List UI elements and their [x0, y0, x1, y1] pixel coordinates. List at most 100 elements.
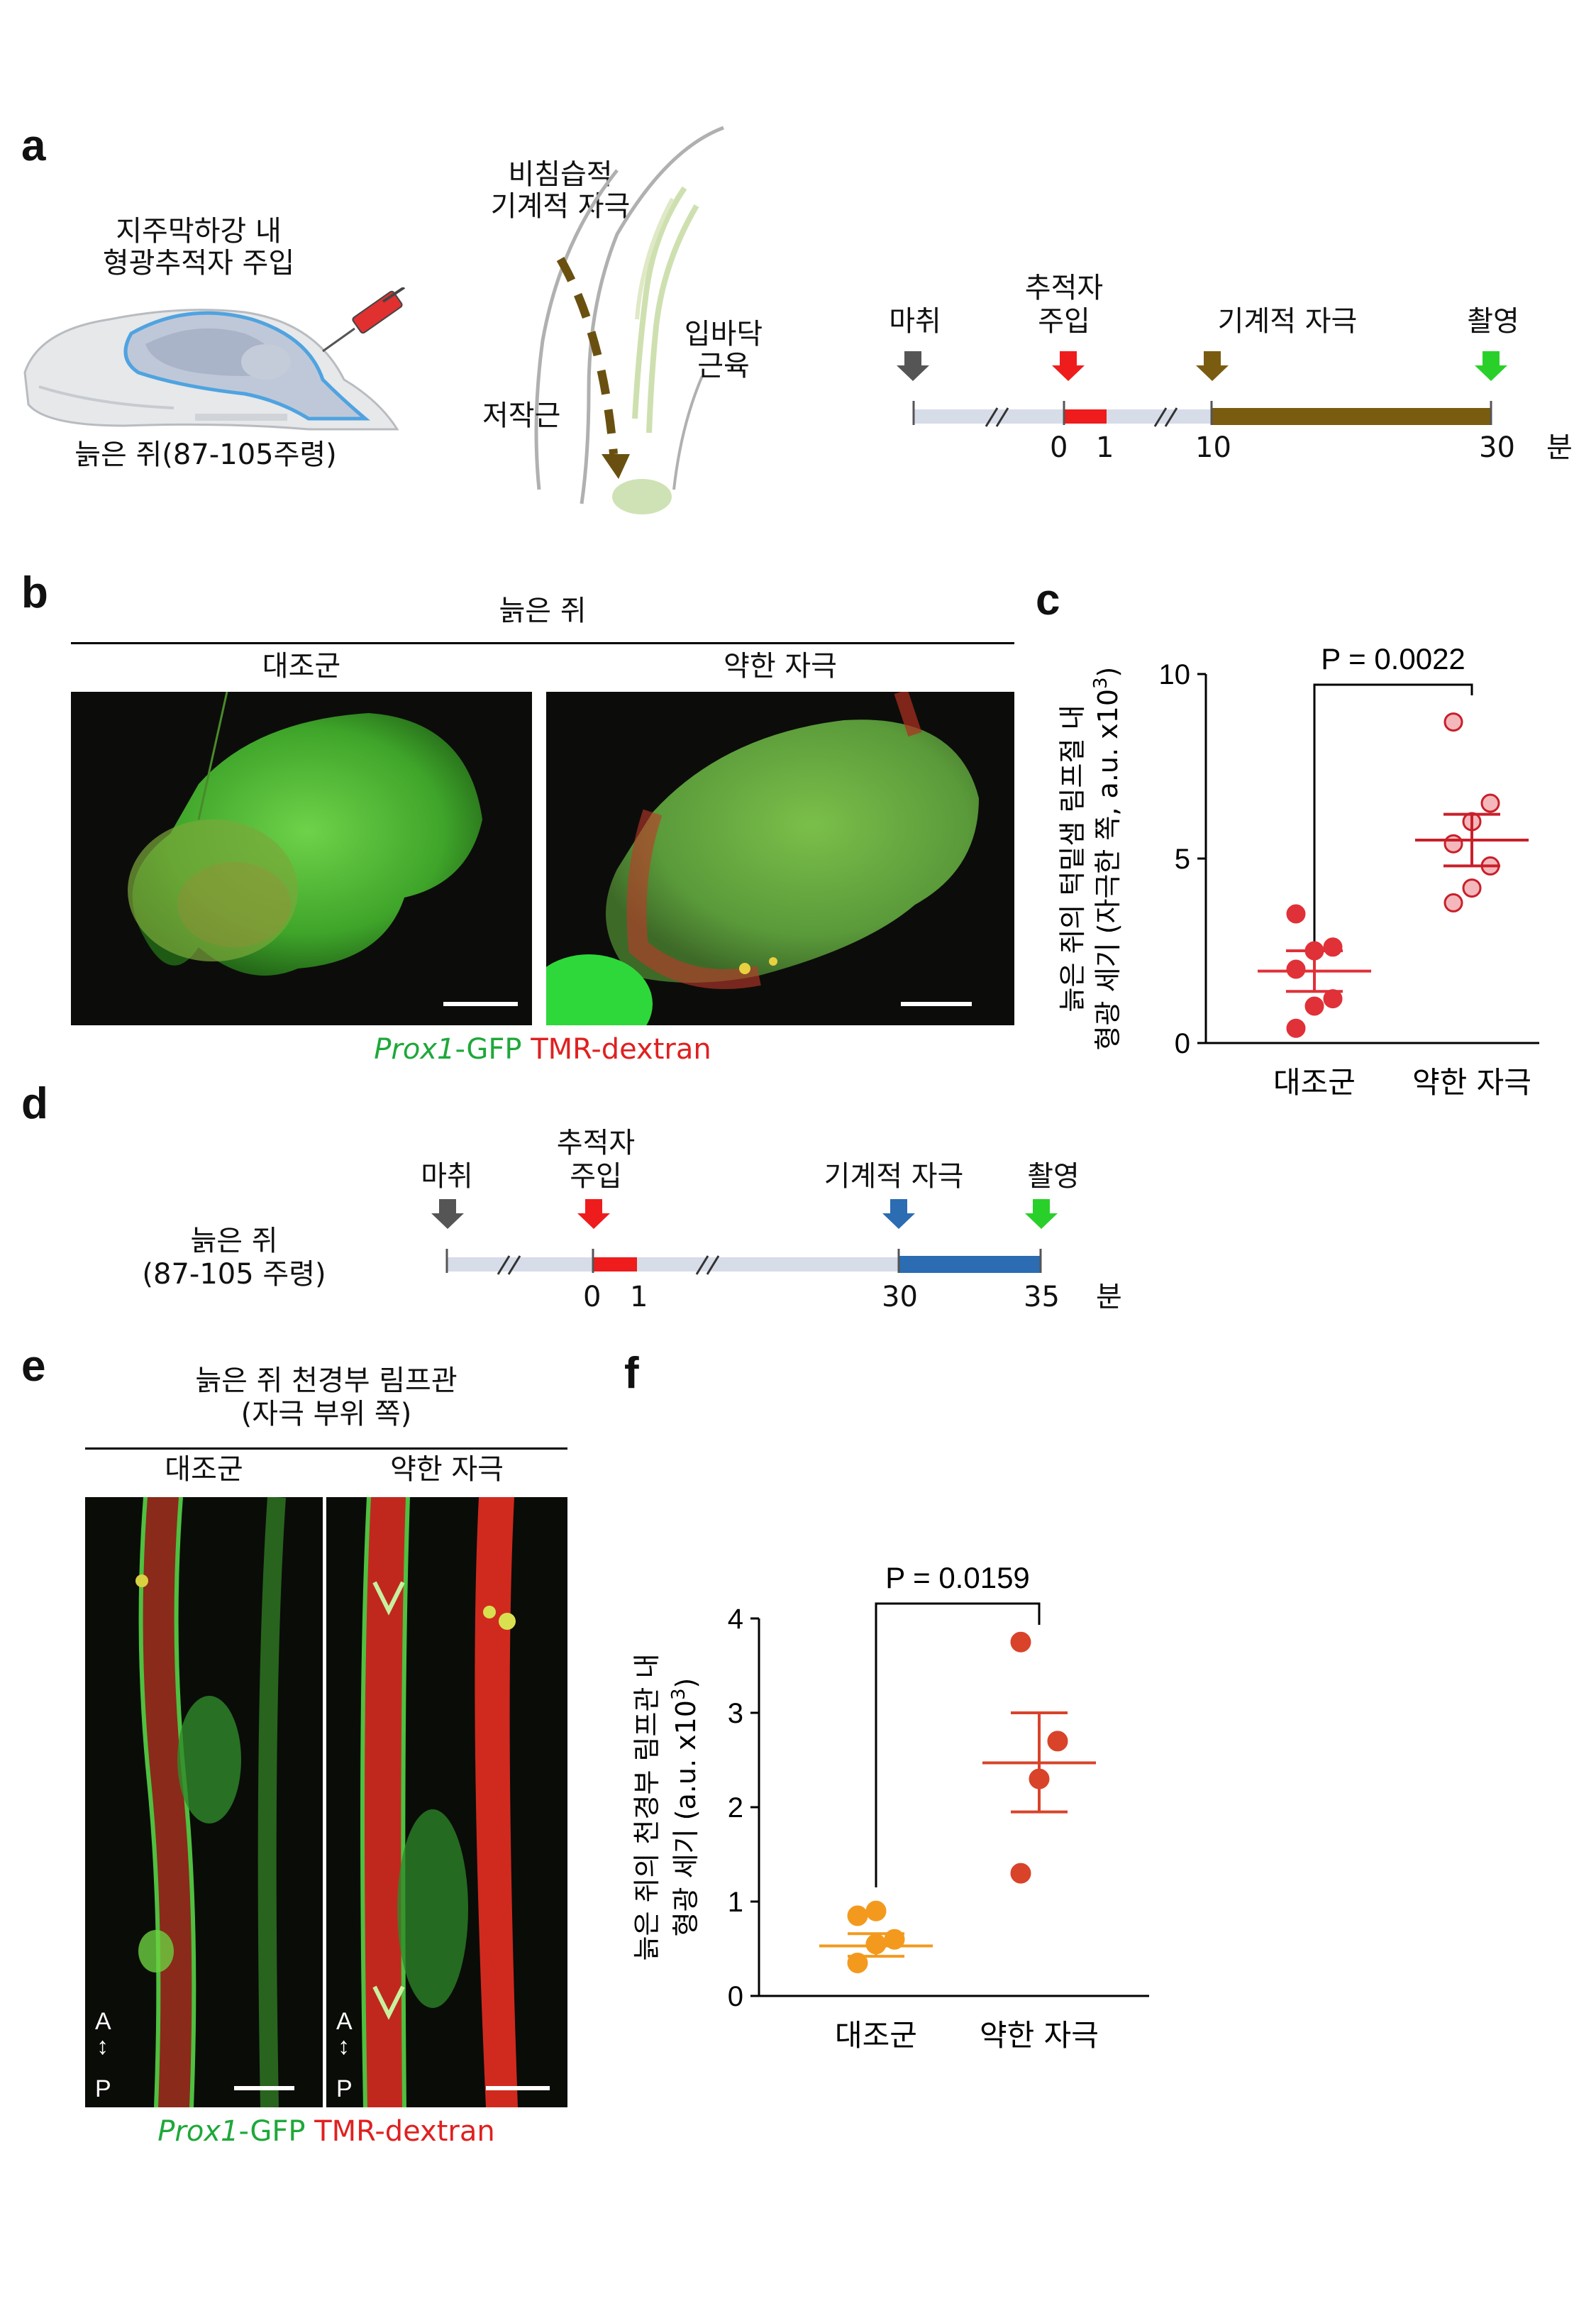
panel-label-e: e	[21, 1342, 46, 1391]
timeline-d-graphic	[431, 1199, 1058, 1275]
data-point	[1443, 712, 1463, 732]
p-value-label: P = 0.0022	[1321, 642, 1465, 675]
panel-e-legend: Prox1-GFP TMR-dextran	[85, 2117, 567, 2146]
stim-label-line1: 비침습적	[508, 158, 613, 191]
data-point	[1286, 1018, 1306, 1038]
stim-label-line2: 기계적 자극	[490, 190, 631, 223]
micrograph-e-stim: A ↕ P	[326, 1497, 567, 2107]
axis-anterior-label: A	[95, 2008, 111, 2035]
data-point	[865, 1900, 887, 1921]
scale-bar	[234, 2086, 294, 2090]
panel-b-col-stim: 약한 자극	[724, 650, 837, 683]
data-point	[1286, 959, 1306, 979]
significance-bracket	[1313, 683, 1473, 951]
data-point	[1480, 793, 1500, 813]
x-category-label: 대조군	[1273, 1065, 1356, 1100]
data-point	[1286, 904, 1306, 924]
timeline-d-tick-1: 1	[630, 1281, 648, 1313]
panel-label-a: a	[21, 121, 46, 170]
panel-label-c: c	[1036, 575, 1060, 624]
mouse-age-label: 늙은 쥐(87-105주령)	[74, 438, 337, 471]
mouse-skull-illustration	[23, 309, 399, 431]
panel-e-col-control: 대조군	[165, 1453, 243, 1486]
timeline-a-anesthesia: 마취	[889, 305, 941, 338]
injection-label-line2: 형광추적자 주입	[102, 247, 295, 280]
panel-label-b: b	[21, 568, 48, 617]
timeline-d-tracer-line1: 추적자	[556, 1127, 636, 1159]
data-point	[1323, 937, 1343, 957]
data-point	[1010, 1631, 1031, 1653]
legend-green-suffix: -GFP	[455, 1033, 522, 1066]
legend-green-italic: Prox1	[157, 2115, 239, 2148]
data-point	[1047, 1731, 1068, 1752]
floor-muscle-label-line2: 근육	[697, 350, 750, 382]
timeline-d-stim: 기계적 자극	[824, 1160, 964, 1193]
panel-e-title-line2: (자극 부위 쪽)	[240, 1398, 412, 1430]
timeline-a-tick-0: 0	[1050, 431, 1068, 464]
timeline-a-graphic	[897, 351, 1507, 427]
panel-b-col-control: 대조군	[262, 650, 341, 683]
data-point	[1443, 893, 1463, 912]
panel-e-title-line1: 늙은 쥐 천경부 림프관	[195, 1364, 458, 1397]
timeline-a-unit: 분	[1546, 431, 1573, 464]
timeline-d-tick-30: 30	[882, 1281, 918, 1313]
jaw-muscle-illustration	[534, 126, 724, 514]
timeline-d-tracer-line2: 주입	[570, 1160, 622, 1193]
y-tick-label: 10	[1159, 659, 1191, 690]
panel-label-d: d	[21, 1079, 48, 1128]
y-tick-label: 4	[728, 1604, 743, 1635]
y-axis-label-line2: 형광 세기 (자극한 쪽, a.u. x103)	[1090, 667, 1124, 1051]
legend-green-italic: Prox1	[374, 1033, 455, 1066]
timeline-d-tick-0: 0	[583, 1281, 602, 1313]
timeline-d-unit: 분	[1096, 1281, 1122, 1313]
y-tick-label: 5	[1175, 844, 1190, 875]
timeline-a-tracer-line2: 주입	[1038, 305, 1090, 338]
data-point	[1443, 834, 1463, 854]
y-tick-label: 0	[728, 1981, 743, 2012]
timeline-a-tick-30: 30	[1479, 431, 1515, 464]
data-point	[847, 1905, 868, 1926]
timeline-a-tick-1: 1	[1096, 431, 1114, 464]
data-point	[847, 1952, 868, 1973]
y-axis-label-line1: 늙은 쥐의 천경부 림프관 내	[631, 1654, 663, 1961]
x-category-label: 약한 자극	[1412, 1065, 1531, 1100]
timeline-a-tick-10: 10	[1195, 431, 1231, 464]
y-tick-label: 1	[728, 1887, 743, 1918]
panel-e-divider	[85, 1447, 567, 1450]
x-category-label: 대조군	[835, 2018, 917, 2053]
timeline-d-mouse-line2: (87-105 주령)	[142, 1258, 326, 1291]
y-axis-label-line2: 형광 세기 (a.u. x103)	[668, 1678, 702, 1937]
scale-bar	[486, 2086, 550, 2090]
floor-muscle-label-line1: 입바닥	[684, 318, 763, 351]
timeline-d-imaging: 촬영	[1027, 1160, 1080, 1193]
axis-posterior-label: P	[336, 2075, 353, 2102]
axis-anterior-label: A	[336, 2008, 353, 2035]
syringe-icon	[322, 287, 406, 353]
timeline-d-tick-35: 35	[1024, 1281, 1060, 1313]
p-value-label: P = 0.0159	[885, 1561, 1030, 1594]
timeline-d-mouse-line1: 늙은 쥐	[190, 1225, 278, 1257]
data-point	[1010, 1863, 1031, 1884]
masseter-label: 저작근	[482, 399, 561, 432]
panel-b-divider	[71, 642, 1014, 644]
micrograph-b-stim	[546, 692, 1014, 1025]
injection-label-line1: 지주막하강 내	[116, 215, 282, 248]
timeline-d-anesthesia: 마취	[421, 1160, 473, 1193]
scale-bar	[443, 1002, 518, 1006]
y-tick-label: 2	[728, 1792, 743, 1824]
timeline-a-imaging: 촬영	[1467, 305, 1519, 338]
x-category-label: 약한 자극	[980, 2018, 1099, 2053]
chart-c: 0 5 10 늙은 쥐의 턱밑샘 림프절 내 형광 세기 (자극한 쪽, a.u. x1…	[1057, 642, 1539, 1100]
timeline-a-tracer-line1: 추적자	[1024, 272, 1104, 304]
panel-b-group-title: 늙은 쥐	[499, 595, 587, 627]
data-point	[1304, 996, 1324, 1016]
axis-arrow-icon: ↕	[338, 2033, 350, 2060]
y-axis-label-line1: 늙은 쥐의 턱밑샘 림프절 내	[1057, 705, 1088, 1013]
scale-bar	[901, 1002, 972, 1006]
panel-b-legend: Prox1-GFP TMR-dextran	[71, 1035, 1014, 1064]
y-tick-label: 0	[1175, 1028, 1190, 1059]
chart-f: 0 1 2 3 4 늙은 쥐의 천경부 림프관 내 형광 세기 (a.u. x103) 대조군…	[631, 1561, 1149, 2053]
legend-green-suffix: -GFP	[238, 2115, 306, 2148]
micrograph-b-control	[71, 692, 532, 1025]
y-tick-label: 3	[728, 1698, 743, 1729]
